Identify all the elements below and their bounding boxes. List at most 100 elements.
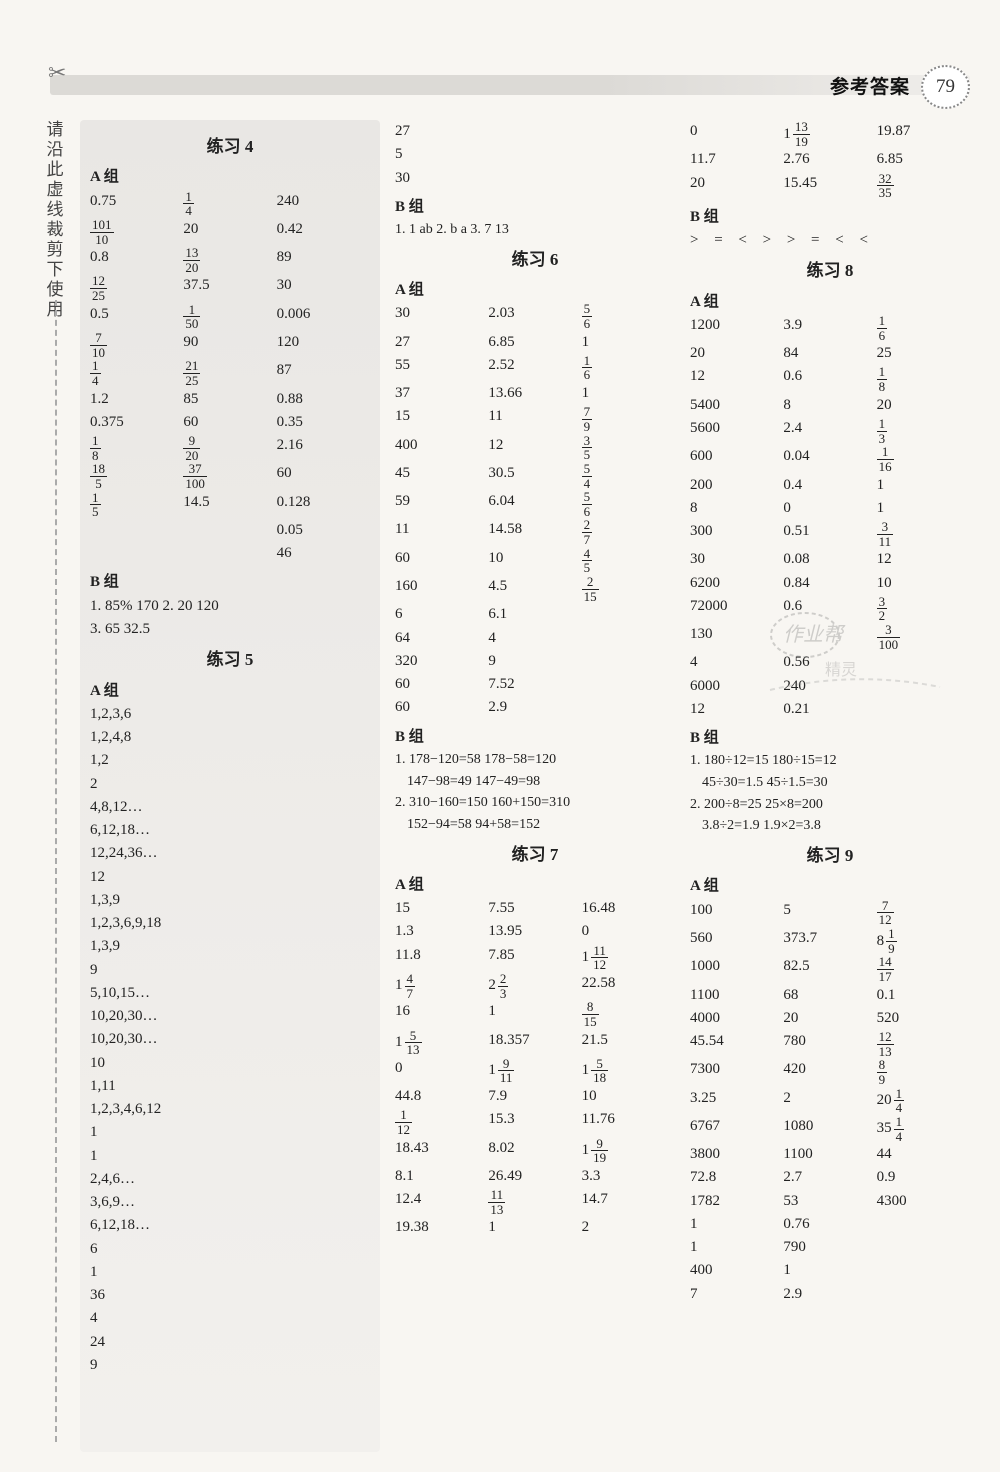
practice-5-title: 练习 5 xyxy=(90,647,370,673)
data-cell: 1 xyxy=(783,1259,876,1282)
data-row: 12003.916 xyxy=(690,314,970,342)
data-cell: 0.56 xyxy=(783,651,876,674)
p6-b-2: 147−98=49 147−49=98 xyxy=(395,771,675,793)
data-cell: 1113 xyxy=(488,1188,581,1216)
page-number: 79 xyxy=(921,65,970,109)
data-cell: 6767 xyxy=(690,1115,783,1143)
data-row: 1.313.950 xyxy=(395,920,675,943)
data-cell: 12 xyxy=(690,698,783,721)
data-cell: 2.76 xyxy=(783,148,876,171)
data-cell: 520 xyxy=(877,1007,970,1030)
data-cell: 16.48 xyxy=(582,897,675,920)
data-cell: 10110 xyxy=(90,218,183,246)
data-cell: 18.43 xyxy=(395,1137,488,1165)
data-cell xyxy=(877,698,970,721)
p8-b-2: 45÷30=1.5 45÷1.5=30 xyxy=(690,772,970,794)
data-row: 3713.661 xyxy=(395,382,675,405)
data-cell: 815 xyxy=(582,1000,675,1028)
data-cell: 3235 xyxy=(877,172,970,200)
data-cell: 1213 xyxy=(877,1030,970,1058)
p4-b-1: 1. 85% 170 2. 20 120 xyxy=(90,595,370,618)
data-line: 12,24,36… xyxy=(90,842,370,865)
data-row: 602.9 xyxy=(395,696,675,719)
data-cell: 82.5 xyxy=(783,955,876,983)
column-2: 27530 B 组 1. 1 ab 2. b a 3. 7 13 练习 6 A … xyxy=(395,120,675,1452)
data-cell: 200 xyxy=(690,474,783,497)
data-row: 1853710060 xyxy=(90,462,370,490)
data-cell: 30 xyxy=(690,548,783,571)
data-cell: 1911 xyxy=(488,1057,581,1085)
data-cell: 560 xyxy=(690,927,783,955)
p4-group-b: B 组 xyxy=(90,571,370,594)
data-row: 676710803514 xyxy=(690,1115,970,1143)
data-line: 6,12,18… xyxy=(90,1214,370,1237)
data-cell: 6.85 xyxy=(877,148,970,171)
data-cell: 72000 xyxy=(690,595,783,623)
data-cell: 27 xyxy=(395,331,488,354)
data-cell: 54 xyxy=(582,462,675,490)
data-cell: 60 xyxy=(183,411,276,434)
data-cell: 25 xyxy=(877,342,970,365)
data-cell: 10 xyxy=(877,572,970,595)
data-row: 72.82.70.9 xyxy=(690,1166,970,1189)
data-cell: 64 xyxy=(395,627,488,650)
data-cell: 1782 xyxy=(690,1190,783,1213)
practice-6-title: 练习 6 xyxy=(395,247,675,273)
data-cell: 6.85 xyxy=(488,331,581,354)
data-row: 400020520 xyxy=(690,1007,970,1030)
data-cell: 15 xyxy=(90,491,183,519)
data-cell: 6200 xyxy=(690,572,783,595)
data-cell: 60 xyxy=(395,696,488,719)
data-cell: 11.7 xyxy=(690,148,783,171)
data-cell: 780 xyxy=(783,1030,876,1058)
data-row: 10110200.42 xyxy=(90,218,370,246)
data-cell xyxy=(877,1236,970,1259)
data-row: 56002.413 xyxy=(690,417,970,445)
p5-rows-a: 1,2,3,61,2,4,81,224,8,12…6,12,18…12,24,3… xyxy=(90,703,370,1377)
data-row: 40.56 xyxy=(690,651,970,674)
data-row: 720000.632 xyxy=(690,595,970,623)
data-cell: 46 xyxy=(277,542,370,565)
data-cell: 2 xyxy=(582,1216,675,1239)
data-cell: 89 xyxy=(277,246,370,274)
data-line: 3,6,9… xyxy=(90,1191,370,1214)
data-row: 45.547801213 xyxy=(690,1030,970,1058)
cut-instruction: 请沿此虚线裁剪下使用 xyxy=(45,120,65,320)
data-cell: 0.05 xyxy=(277,519,370,542)
data-cell: 13 xyxy=(877,417,970,445)
data-cell: 0.5 xyxy=(90,303,183,331)
data-cell: 240 xyxy=(783,675,876,698)
data-row: 44.87.910 xyxy=(395,1085,675,1108)
data-row: 1.2850.88 xyxy=(90,388,370,411)
data-row: 3.2522014 xyxy=(690,1087,970,1115)
data-cell: 12 xyxy=(877,548,970,571)
data-cell: 84 xyxy=(783,342,876,365)
data-row: 151179 xyxy=(395,405,675,433)
data-cell: 0.35 xyxy=(277,411,370,434)
data-cell: 14.58 xyxy=(488,518,581,546)
p5-group-a: A 组 xyxy=(90,680,370,703)
data-cell: 819 xyxy=(877,927,970,955)
data-row: 14212587 xyxy=(90,359,370,387)
data-cell: 20 xyxy=(690,172,783,200)
data-cell: 1225 xyxy=(90,274,183,302)
data-row: 71090120 xyxy=(90,331,370,359)
p8-b-4: 3.8÷2=1.9 1.9×2=3.8 xyxy=(690,815,970,837)
data-cell: 15 xyxy=(395,405,488,433)
data-cell: 35 xyxy=(582,434,675,462)
data-cell: 0 xyxy=(582,920,675,943)
data-cell: 2.52 xyxy=(488,354,581,382)
data-cell: 6.04 xyxy=(488,490,581,518)
data-cell: 37.5 xyxy=(183,274,276,302)
data-row: 46 xyxy=(90,542,370,565)
data-cell: 1100 xyxy=(783,1143,876,1166)
data-cell: 30 xyxy=(395,302,488,330)
p5-group-b: B 组 xyxy=(395,196,675,219)
data-cell: 44 xyxy=(877,1143,970,1166)
data-row: 161815 xyxy=(395,1000,675,1028)
data-cell: 30.5 xyxy=(488,462,581,490)
data-cell: 15 xyxy=(395,897,488,920)
data-cell: 710 xyxy=(90,331,183,359)
data-cell: 13.95 xyxy=(488,920,581,943)
data-cell: 2.03 xyxy=(488,302,581,330)
